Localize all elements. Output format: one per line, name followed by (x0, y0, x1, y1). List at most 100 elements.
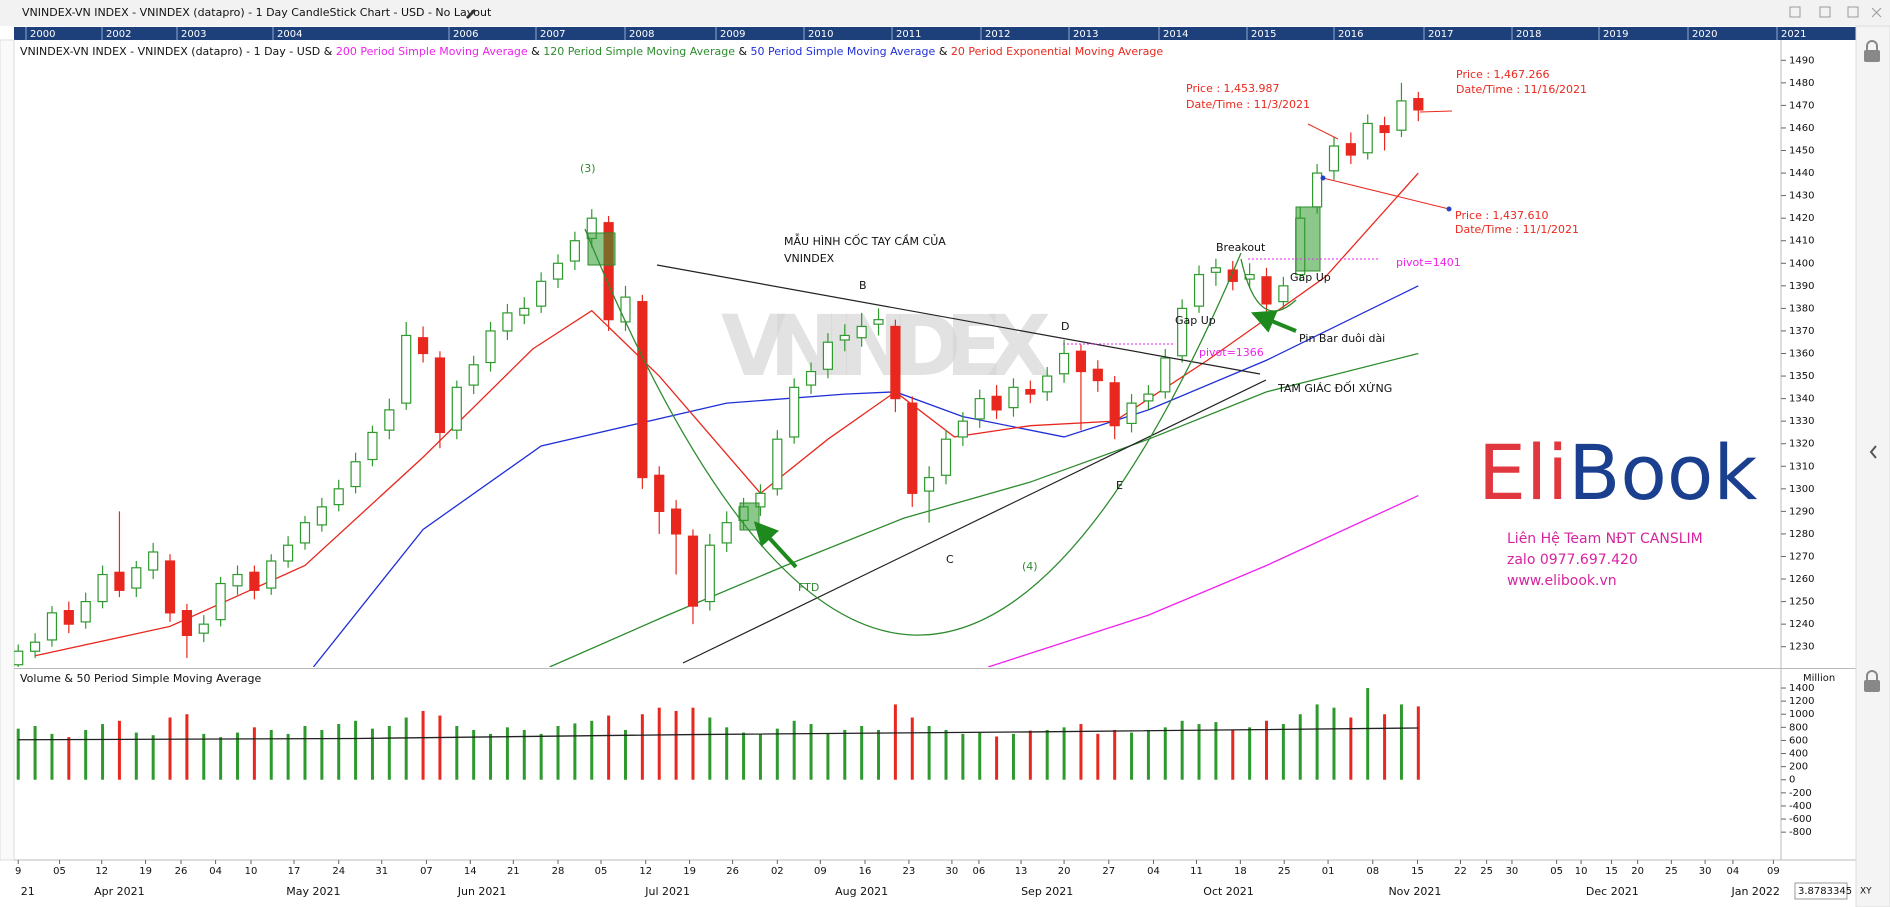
x-tick-label: 09 (1767, 866, 1780, 877)
annotation: Price : 1,453.987 (1186, 82, 1280, 95)
volume-bar (269, 729, 273, 780)
volume-bar (489, 733, 493, 780)
month-label: Sep 2021 (1021, 885, 1073, 898)
volume-bar (101, 724, 105, 780)
legend-item: & (64, 672, 73, 685)
volume-bar (944, 729, 948, 780)
edit-icon[interactable] (466, 9, 476, 19)
lock-icon[interactable] (1864, 40, 1880, 62)
year-label: 2008 (629, 29, 654, 40)
volume-bar (387, 726, 391, 780)
y-tick-label: 1330 (1789, 416, 1814, 427)
month-label: May 2021 (286, 885, 340, 898)
volume-bar (1281, 724, 1285, 780)
collapse-tab[interactable] (1869, 445, 1877, 459)
candle-body (1210, 267, 1221, 273)
x-tick-label: 25 (1665, 866, 1678, 877)
x-tick-label: 08 (1366, 866, 1379, 877)
mode[interactable]: XY (1860, 887, 1872, 897)
candle-body (333, 488, 344, 506)
volume-bar (320, 729, 324, 780)
y-tick-label: 600 (1789, 735, 1808, 746)
left-toolbar (0, 39, 15, 861)
volume-bar (404, 717, 408, 780)
x-tick-label: 04 (1147, 866, 1160, 877)
candle-body (434, 357, 446, 434)
volume-bar (674, 710, 678, 780)
year-label: 2015 (1251, 29, 1276, 40)
annotation: D (1061, 320, 1069, 333)
y-tick-label: 1270 (1789, 551, 1814, 562)
y-tick-label: 1310 (1789, 461, 1814, 472)
candle-body (789, 386, 800, 438)
volume-bar (1298, 714, 1302, 780)
x-tick-label: 10 (1575, 866, 1588, 877)
year-label: 2003 (181, 29, 206, 40)
title-bar (0, 0, 1890, 26)
x-tick-label: 01 (1322, 866, 1335, 877)
trendline (656, 264, 1261, 375)
candle-body (1160, 357, 1171, 393)
y-tick-label: 1280 (1789, 529, 1814, 540)
y-tick-label: 1430 (1789, 191, 1814, 202)
x-tick-label: 24 (332, 866, 345, 877)
annotation: Breakout (1216, 241, 1266, 254)
x-tick-label: 05 (53, 866, 66, 877)
year-strip[interactable] (14, 27, 1856, 40)
month-label: Oct 2021 (1203, 885, 1254, 898)
candle-body (1261, 276, 1272, 305)
candle-body (772, 438, 783, 490)
x-tick-label: 19 (683, 866, 696, 877)
candle-body (1193, 273, 1205, 307)
annotation: Price : 1,437.610 (1455, 209, 1549, 222)
annotation: FTD (798, 581, 819, 594)
highlight-box (739, 502, 760, 531)
overlay-layer: 1230124012501260127012801290130013101320… (15, 45, 1835, 898)
y-tick-label: 1410 (1789, 236, 1814, 247)
contact-line: www.elibook.vn (1507, 573, 1617, 589)
candle-body (114, 571, 125, 591)
volume-bar (455, 726, 459, 780)
candle-body (620, 296, 631, 323)
volume-bar (337, 724, 341, 780)
candle-body (654, 474, 665, 512)
y-tick-label: 200 (1789, 762, 1808, 773)
logo: EliBook (1478, 428, 1757, 517)
arrow (1250, 310, 1297, 333)
volume-bar (961, 733, 965, 780)
leader-line (1322, 177, 1450, 210)
year-label: 2013 (1073, 29, 1098, 40)
year-label: 2009 (720, 29, 745, 40)
lock-icon[interactable] (1864, 670, 1880, 692)
y-tick-label: 1370 (1789, 326, 1814, 337)
readout: 3.8783345 (1798, 886, 1852, 897)
volume-bar (742, 732, 746, 780)
x-tick-label: 30 (1699, 866, 1712, 877)
volume-bar (758, 733, 762, 780)
y-tick-label: -400 (1789, 801, 1812, 812)
year-label: 2007 (540, 29, 565, 40)
candle-body (1109, 382, 1120, 427)
y-tick-label: -800 (1789, 827, 1812, 838)
annotation: C (946, 553, 954, 566)
y-tick-label: 1260 (1789, 574, 1814, 585)
x-tick-label: 9 (15, 866, 21, 877)
candle-body (451, 386, 462, 431)
candle-body (940, 438, 952, 476)
volume-bar (590, 720, 594, 780)
year-label: 2014 (1163, 29, 1188, 40)
volume-bar (1214, 722, 1218, 780)
x-tick-label: 25 (1278, 866, 1291, 877)
moving-average (987, 494, 1419, 667)
candle-body (957, 420, 968, 438)
candle-body (856, 325, 867, 339)
legend-item: & (531, 45, 540, 58)
y-tick-label: 1200 (1789, 696, 1814, 707)
volume-bar (691, 707, 695, 780)
window-buttons[interactable] (1789, 6, 1882, 18)
y-tick-label: -200 (1789, 788, 1812, 799)
year-label: 2019 (1603, 29, 1628, 40)
candle-body (670, 508, 682, 535)
annotation: MẪU HÌNH CỐC TAY CẦM CỦA (784, 233, 946, 248)
candle-body (148, 551, 159, 571)
